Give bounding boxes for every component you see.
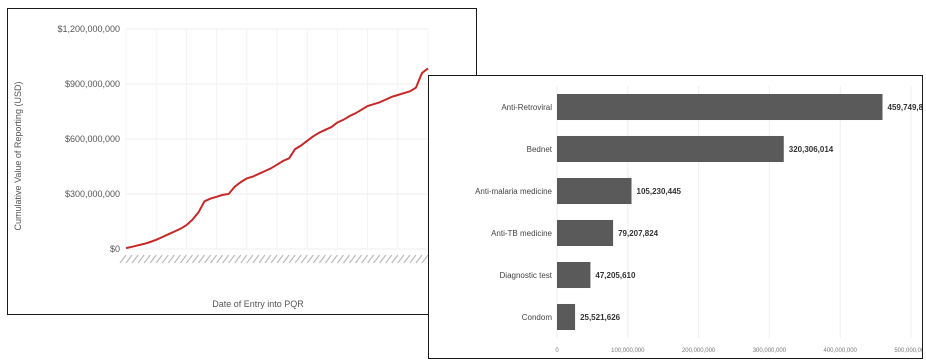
line-chart-x-tick-mark <box>246 254 254 264</box>
bar-anti-tb-medicine <box>557 219 614 247</box>
bar-anti-retroviral <box>557 93 883 121</box>
line-chart-x-tick-mark <box>415 254 423 264</box>
line-chart-x-tick-mark <box>330 254 338 264</box>
line-chart-x-tick-mark <box>228 254 236 264</box>
line-chart-x-tick-mark <box>324 254 332 264</box>
cumulative-value-series-line <box>125 67 429 250</box>
line-chart-y-tick-label: $600,000,000 <box>65 134 120 144</box>
bar-value-label: 320,306,014 <box>789 145 834 154</box>
line-chart-y-tick-label: $0 <box>110 244 120 254</box>
line-chart-x-tick-mark <box>222 254 230 264</box>
line-chart-x-tick-mark <box>210 254 218 264</box>
line-chart-x-tick-mark <box>300 254 308 264</box>
line-chart-x-tick-mark <box>276 254 284 264</box>
line-chart-y-tick-label: $1,200,000,000 <box>57 24 120 34</box>
product-category-bar-chart-panel: Anti-Retroviral 459,749,895 Bednet 320,306,… <box>428 75 923 359</box>
line-chart-x-tick-mark <box>355 254 363 264</box>
line-chart-x-tick-mark <box>318 254 326 264</box>
line-chart-x-tick-mark <box>179 254 187 264</box>
line-chart-x-tick-mark <box>409 254 417 264</box>
line-chart-gridlines <box>125 28 429 250</box>
bar-chart-x-tick-label: 200,000,000 <box>682 348 716 354</box>
line-chart-x-tick-mark <box>361 254 369 264</box>
line-chart-x-tick-mark <box>336 254 344 264</box>
line-chart-x-tick-mark <box>343 254 350 264</box>
bar-category-label: Anti-malaria medicine <box>475 187 552 196</box>
bar-chart-x-tick-label: 0 <box>555 348 559 354</box>
line-chart-x-tick-mark <box>367 254 375 264</box>
bar-bednet <box>557 135 784 163</box>
line-chart-y-tick-label: $900,000,000 <box>65 79 120 89</box>
bar-value-label: 79,207,824 <box>618 229 659 238</box>
line-chart-x-tick-mark <box>185 254 193 264</box>
bar-category-label: Diagnostic test <box>500 271 553 280</box>
line-chart-x-tick-mark <box>167 254 175 264</box>
line-chart-x-tick-mark <box>216 254 224 264</box>
line-chart-x-tick-mark <box>252 254 260 264</box>
bar-chart-x-tick-label: 100,000,000 <box>611 348 645 354</box>
line-chart-x-axis-label: Date of Entry into PQR <box>212 299 304 309</box>
bar-chart-x-tick-label: 400,000,000 <box>824 348 858 354</box>
line-chart-x-tick-mark <box>131 254 139 264</box>
line-chart-x-tick-mark <box>421 254 429 264</box>
bar-value-label: 459,749,895 <box>888 103 922 112</box>
line-chart-x-tick-mark <box>155 254 163 264</box>
line-chart-y-tick-label: $300,000,000 <box>65 189 120 199</box>
line-chart-x-tick-mark <box>306 254 314 264</box>
bar-category-label: Anti-Retroviral <box>501 103 552 112</box>
bar-chart-gridlines <box>556 86 912 338</box>
bar-value-label: 105,230,445 <box>637 187 682 196</box>
line-chart-x-tick-mark <box>312 254 320 264</box>
bar-condom <box>557 303 576 331</box>
cumulative-value-chart-panel: $0 $300,000,000 $600,000,000 $900,000,000 $1… <box>7 8 477 315</box>
bar-category-label: Condom <box>522 313 553 322</box>
bar-diagnostic-test <box>557 261 591 289</box>
line-chart-x-tick-mark <box>294 254 302 264</box>
bar-category-label: Bednet <box>527 145 553 154</box>
line-chart-x-tick-mark <box>204 254 212 264</box>
line-chart-x-tick-mark <box>149 254 157 264</box>
bar-chart-x-ticks: 0 100,000,000 200,000,000 300,000,000 400,00… <box>555 348 922 354</box>
bar-chart-x-tick-label: 500,000,000 <box>894 348 922 354</box>
bar-value-label: 47,205,610 <box>595 271 636 280</box>
bar-chart-x-tick-label: 300,000,000 <box>753 348 787 354</box>
line-chart-x-tick-mark <box>137 254 145 264</box>
line-chart-x-tick-mark <box>143 254 151 264</box>
line-chart-x-tick-mark <box>173 254 181 264</box>
line-chart-x-tick-mark <box>258 254 266 264</box>
product-category-bar-chart: Anti-Retroviral 459,749,895 Bednet 320,306,… <box>475 86 922 354</box>
line-chart-x-tick-mark <box>373 254 381 264</box>
line-chart-y-ticks: $0 $300,000,000 $600,000,000 $900,000,000 $1… <box>57 24 120 254</box>
line-chart-x-tick-mark <box>397 254 405 264</box>
line-chart-x-tick-mark <box>161 254 169 264</box>
line-chart-x-tick-mark <box>391 254 399 264</box>
bar-value-label: 25,521,626 <box>580 313 621 322</box>
line-chart-x-ticks <box>119 254 429 264</box>
line-chart-x-tick-mark <box>198 254 206 264</box>
line-chart-y-axis-label: Cumulative Value of Reporting (USD) <box>13 82 23 231</box>
line-chart-x-tick-mark <box>234 254 242 264</box>
bar-chart-bars: Anti-Retroviral 459,749,895 Bednet 320,306,… <box>475 93 922 331</box>
line-chart-x-tick-mark <box>403 254 411 264</box>
cumulative-value-chart: $0 $300,000,000 $600,000,000 $900,000,000 $1… <box>13 24 429 309</box>
line-chart-x-tick-mark <box>349 254 356 264</box>
line-chart-x-tick-mark <box>282 254 290 264</box>
line-chart-x-tick-mark <box>385 254 393 264</box>
line-chart-x-tick-mark <box>264 254 272 264</box>
line-chart-x-tick-mark <box>125 254 133 264</box>
line-chart-x-tick-mark <box>240 254 248 264</box>
bar-category-label: Anti-TB medicine <box>491 229 552 238</box>
line-chart-x-tick-mark <box>270 254 278 264</box>
bar-anti-malaria-medicine <box>557 177 632 205</box>
line-chart-x-tick-mark <box>288 254 296 264</box>
line-chart-x-tick-mark <box>119 254 127 264</box>
line-chart-x-tick-mark <box>379 254 387 264</box>
line-chart-x-tick-mark <box>191 254 199 264</box>
